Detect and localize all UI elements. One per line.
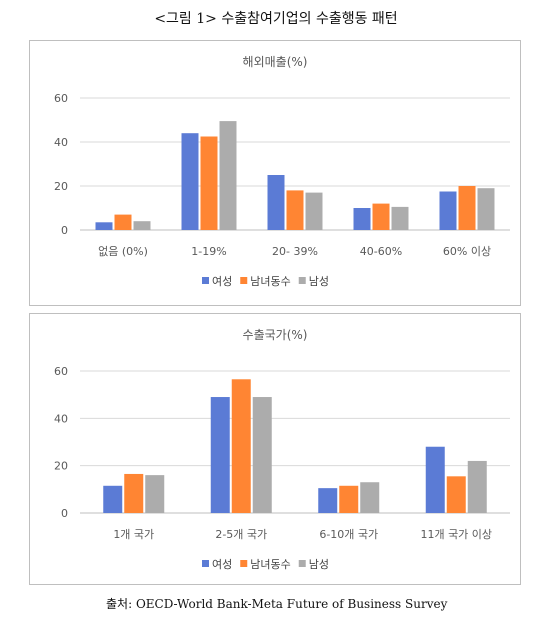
bar-equal <box>286 190 304 230</box>
source-note: 출처: OECD-World Bank-Meta Future of Busin… <box>106 597 448 611</box>
bar-female <box>103 485 123 513</box>
legend-label: 남녀동수 <box>250 558 290 571</box>
x-tick-label: 1-19% <box>191 245 226 258</box>
x-tick-label: 60% 이상 <box>443 245 491 258</box>
x-tick-label: 20- 39% <box>272 245 318 258</box>
bar-female <box>181 133 199 230</box>
bar-male <box>360 482 380 513</box>
x-tick-label: 11개 국가 이상 <box>420 528 492 541</box>
legend-swatch <box>240 277 248 284</box>
y-tick-label: 60 <box>54 92 68 105</box>
legend-label: 여성 <box>212 275 232 288</box>
bar-male <box>219 121 237 230</box>
bar-male <box>305 192 323 230</box>
legend-label: 남녀동수 <box>250 275 290 288</box>
chart-foreign-sales: 해외매출(%) 0 20 40 60 없음 (0%) 1-19% 20- 39% 40-60% 6… <box>54 55 510 288</box>
y-tick-label: 0 <box>61 507 68 520</box>
bar-female <box>95 222 113 230</box>
legend-swatch <box>298 560 306 567</box>
bar-female <box>425 446 445 513</box>
legend-label: 남성 <box>309 275 329 288</box>
bar-male <box>133 221 151 230</box>
y-tick-label: 20 <box>54 460 68 473</box>
chart-title: 해외매출(%) <box>243 55 308 69</box>
legend-swatch <box>202 560 209 567</box>
legend-swatch <box>240 560 248 567</box>
bar-male <box>467 460 487 513</box>
bar-equal <box>231 379 251 513</box>
legend-swatch <box>202 277 209 284</box>
bar-equal <box>372 203 390 230</box>
y-tick-label: 40 <box>54 136 68 149</box>
y-tick-label: 40 <box>54 412 68 425</box>
bar-female <box>210 397 230 513</box>
figure-title: <그림 1> 수출참여기업의 수출행동 패턴 <box>154 11 398 27</box>
legend-swatch <box>298 277 306 284</box>
bar-equal <box>114 214 132 230</box>
y-tick-label: 20 <box>54 180 68 193</box>
bar-equal <box>339 485 359 513</box>
bar-male <box>145 475 165 513</box>
chart-title: 수출국가(%) <box>243 328 308 342</box>
bar-female <box>439 191 457 230</box>
chart-export-countries: 수출국가(%) 0 20 40 60 1개 국가 2-5개 국가 6-10개 국가 11개 국가… <box>54 328 510 571</box>
x-tick-label: 1개 국가 <box>113 528 154 541</box>
bar-male <box>477 188 495 230</box>
bar-female <box>318 488 338 513</box>
legend-label: 남성 <box>309 558 329 571</box>
bar-male <box>391 206 409 230</box>
bar-female <box>267 175 285 230</box>
chart-panel-foreign-sales: 해외매출(%) 0 20 40 60 없음 (0%) 1-19% 20- 39% 40-60% 6… <box>29 40 521 306</box>
legend-label: 여성 <box>212 558 232 571</box>
chart-panel-export-countries: 수출국가(%) 0 20 40 60 1개 국가 2-5개 국가 6-10개 국가 11개 국가… <box>29 313 521 585</box>
bar-equal <box>446 476 466 513</box>
x-tick-label: 없음 (0%) <box>98 245 148 258</box>
bar-female <box>353 208 371 230</box>
x-tick-label: 40-60% <box>360 245 402 258</box>
bar-equal <box>458 186 476 230</box>
bar-equal <box>200 136 218 230</box>
bar-male <box>252 397 272 513</box>
x-tick-label: 6-10개 국가 <box>319 528 378 541</box>
y-tick-label: 0 <box>61 224 68 237</box>
bar-equal <box>124 473 144 513</box>
y-tick-label: 60 <box>54 365 68 378</box>
x-tick-label: 2-5개 국가 <box>215 528 267 541</box>
